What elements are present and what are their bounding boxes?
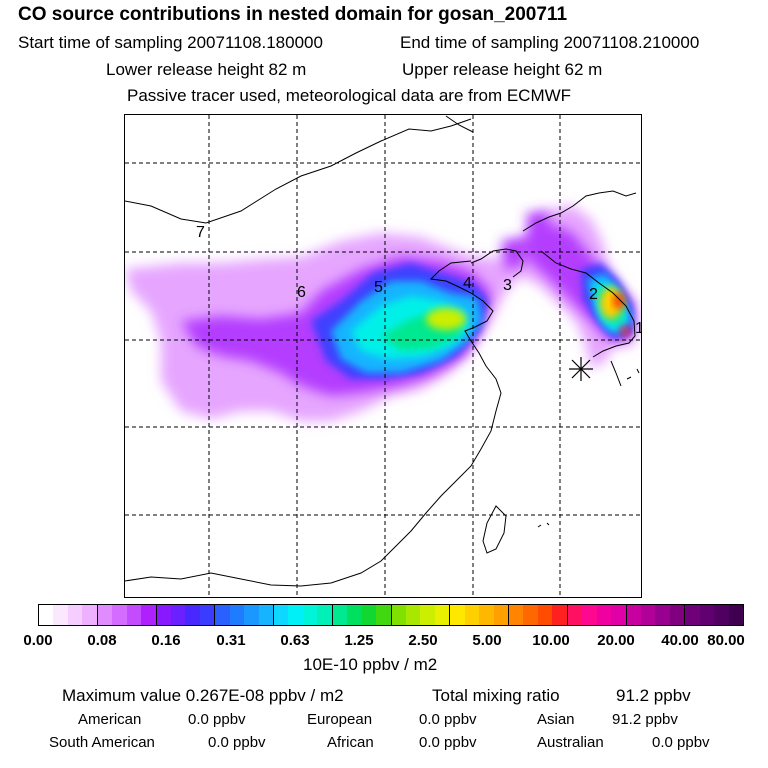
asian-label: Asian	[537, 711, 575, 728]
colorbar-swatch	[728, 605, 743, 625]
region-label-1: 1	[635, 320, 642, 337]
colorbar-tick: 0.00	[23, 632, 53, 649]
plot-title: CO source contributions in nested domain…	[18, 4, 568, 25]
european-label: European	[307, 711, 373, 728]
colorbar-swatch	[317, 605, 332, 625]
colorbar-swatch	[214, 605, 230, 625]
colorbar-tick: 2.50	[408, 632, 438, 649]
colorbar-tick: 0.31	[216, 632, 246, 649]
colorbar-swatch	[185, 605, 200, 625]
colorbar-swatch	[479, 605, 494, 625]
colorbar-swatch	[655, 605, 670, 625]
colorbar-swatch	[552, 605, 567, 625]
colorbar-swatch	[537, 605, 553, 625]
colorbar-swatch	[376, 605, 391, 625]
colorbar-swatch	[582, 605, 597, 625]
lower-height-label: Lower release height 82 m	[106, 60, 307, 79]
colorbar-swatch	[464, 605, 480, 625]
colorbar-tick: 0.16	[151, 632, 181, 649]
colorbar-swatch	[126, 605, 142, 625]
region-label-6: 6	[297, 284, 306, 301]
colorbar-swatch	[361, 605, 377, 625]
colorbar-tick: 10.00	[532, 632, 570, 649]
concentration-plume	[125, 205, 641, 421]
south-american-value: 0.0 ppbv	[208, 734, 266, 751]
colorbar-swatch	[141, 605, 156, 625]
colorbar-swatch	[331, 605, 348, 625]
colorbar-swatch	[714, 605, 729, 625]
colorbar-swatch	[199, 605, 215, 625]
source-contribution-map: 1 2 3 4 5 6 7	[124, 114, 642, 598]
colorbar-swatch	[566, 605, 583, 625]
colorbar-swatch	[170, 605, 186, 625]
color-scale-bar	[38, 604, 744, 626]
colorbar-swatch	[669, 605, 685, 625]
colorbar-swatch	[53, 605, 68, 625]
colorbar-swatch	[493, 605, 508, 625]
colorbar-tick: 0.63	[280, 632, 310, 649]
lat-lon-grid	[125, 115, 641, 597]
colorbar-swatch	[625, 605, 641, 625]
colorbar-swatch	[508, 605, 524, 625]
receptor-star-icon	[569, 357, 593, 381]
colorbar-tick: 80.00	[707, 632, 745, 649]
american-label: American	[78, 711, 142, 728]
asian-value: 91.2 ppbv	[612, 711, 678, 728]
colorbar-swatch	[155, 605, 171, 625]
american-value: 0.0 ppbv	[188, 711, 246, 728]
colorbar-swatch	[258, 605, 273, 625]
australian-label: Australian	[537, 734, 604, 751]
colorbar-swatch	[434, 605, 450, 625]
colorbar-swatch	[640, 605, 656, 625]
region-label-2: 2	[589, 286, 598, 303]
max-value-label: Maximum value 0.267E-08 ppbv / m2	[62, 686, 344, 705]
colorbar-swatch	[420, 605, 435, 625]
colorbar-tick: 5.00	[472, 632, 502, 649]
colorbar-swatch	[390, 605, 406, 625]
colorbar-swatch	[82, 605, 97, 625]
colorbar-tick: 1.25	[344, 632, 374, 649]
african-value: 0.0 ppbv	[419, 734, 477, 751]
colorbar-swatch	[244, 605, 259, 625]
coastlines	[125, 115, 640, 587]
colorbar-tick: 40.00	[661, 632, 699, 649]
african-label: African	[327, 734, 374, 751]
colorbar-tick: 0.08	[87, 632, 117, 649]
colorbar-swatch	[39, 605, 54, 625]
colorbar-swatch	[405, 605, 421, 625]
upper-height-label: Upper release height 62 m	[402, 60, 603, 79]
colorbar-swatch	[449, 605, 465, 625]
colorbar-swatch	[273, 605, 289, 625]
colorbar-swatch	[523, 605, 538, 625]
colorbar-swatch	[684, 605, 700, 625]
total-mixing-label: Total mixing ratio	[432, 686, 560, 705]
region-label-4: 4	[463, 275, 472, 292]
colorbar-swatch	[611, 605, 626, 625]
colorbar-swatch	[288, 605, 303, 625]
region-label-5: 5	[374, 279, 383, 296]
colorbar-unit: 10E-10 ppbv / m2	[303, 655, 438, 674]
colorbar-swatch	[596, 605, 612, 625]
colorbar-swatch	[302, 605, 318, 625]
south-american-label: South American	[49, 734, 155, 751]
colorbar-swatch	[699, 605, 715, 625]
colorbar-tick: 20.00	[597, 632, 635, 649]
map-canvas: 1 2 3 4 5 6 7	[125, 115, 642, 597]
colorbar-swatch	[347, 605, 362, 625]
region-label-7: 7	[196, 224, 205, 241]
end-time-label: End time of sampling 20071108.210000	[400, 33, 700, 52]
tracer-note: Passive tracer used, meteorological data…	[127, 86, 572, 105]
total-mixing-value: 91.2 ppbv	[616, 686, 691, 705]
colorbar-swatch	[67, 605, 83, 625]
region-label-3: 3	[503, 277, 512, 294]
australian-value: 0.0 ppbv	[652, 734, 710, 751]
colorbar-swatch	[112, 605, 127, 625]
start-time-label: Start time of sampling 20071108.180000	[18, 33, 323, 52]
colorbar-swatch	[229, 605, 245, 625]
colorbar-swatch	[96, 605, 113, 625]
european-value: 0.0 ppbv	[419, 711, 477, 728]
